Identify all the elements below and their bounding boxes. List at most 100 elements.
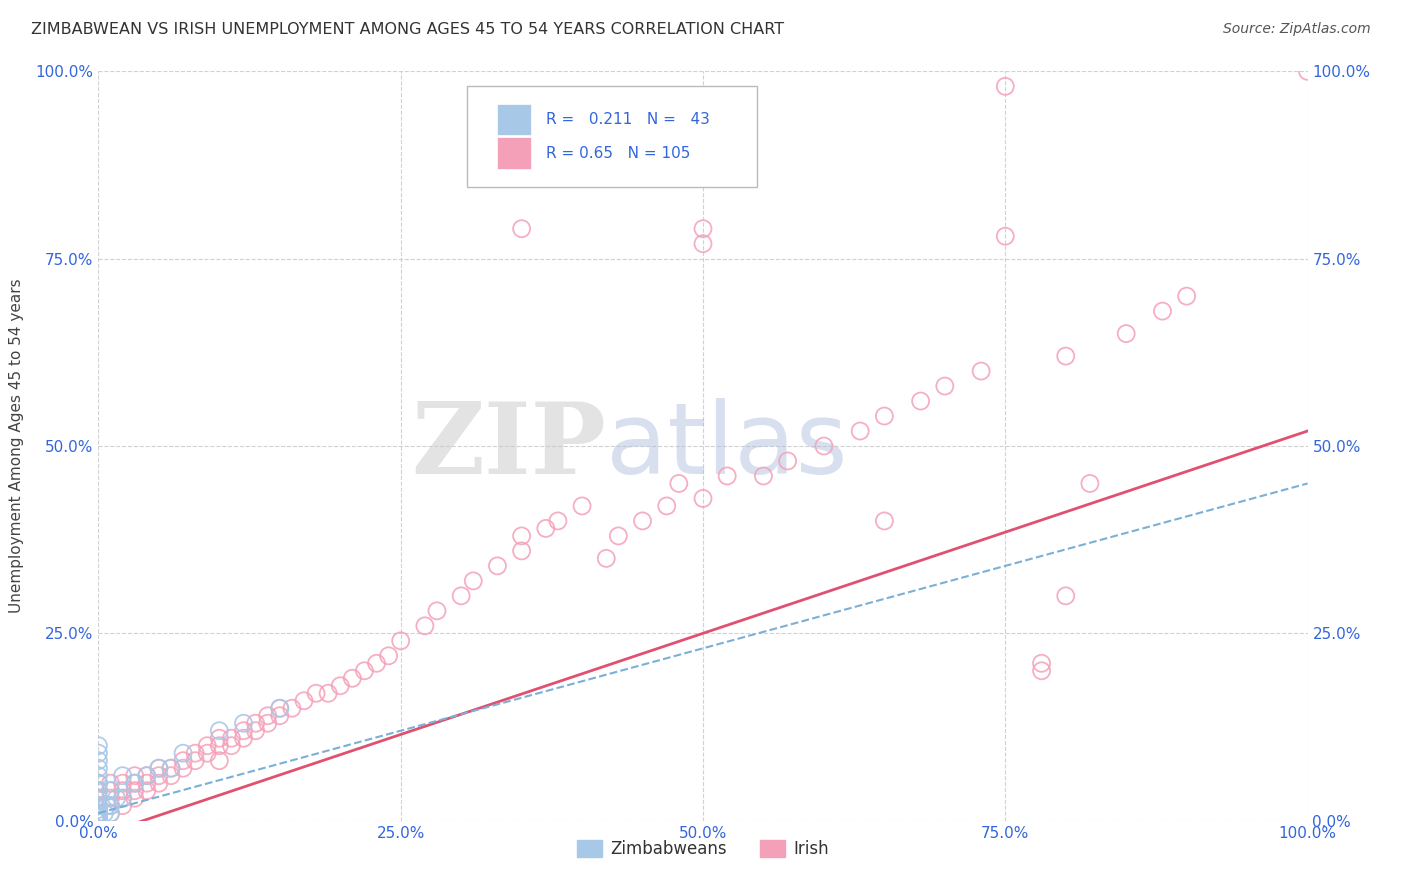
Point — [245, 716, 267, 731]
Point — [389, 633, 412, 648]
Point — [111, 769, 134, 783]
Point — [87, 783, 110, 797]
Point — [221, 739, 243, 753]
Point — [849, 424, 872, 438]
Point — [305, 686, 328, 700]
Point — [100, 798, 122, 813]
Point — [135, 769, 157, 783]
Point — [692, 236, 714, 251]
Point — [111, 776, 134, 790]
Point — [111, 791, 134, 805]
Point — [87, 814, 110, 828]
Point — [450, 589, 472, 603]
Point — [245, 723, 267, 738]
Text: ZIMBABWEAN VS IRISH UNEMPLOYMENT AMONG AGES 45 TO 54 YEARS CORRELATION CHART: ZIMBABWEAN VS IRISH UNEMPLOYMENT AMONG A… — [31, 22, 785, 37]
Point — [87, 806, 110, 821]
Y-axis label: Unemployment Among Ages 45 to 54 years: Unemployment Among Ages 45 to 54 years — [10, 278, 24, 614]
Point — [87, 814, 110, 828]
Point — [135, 776, 157, 790]
Point — [87, 814, 110, 828]
Point — [366, 657, 388, 671]
Point — [87, 754, 110, 768]
Point — [292, 694, 315, 708]
Point — [87, 761, 110, 775]
Point — [124, 791, 146, 805]
Point — [172, 761, 194, 775]
Point — [172, 754, 194, 768]
Text: R =   0.211   N =   43: R = 0.211 N = 43 — [546, 112, 710, 127]
Point — [87, 814, 110, 828]
Bar — [498, 103, 531, 135]
Point — [208, 754, 231, 768]
Point — [316, 686, 339, 700]
Point — [510, 544, 533, 558]
Point — [510, 529, 533, 543]
Point — [87, 791, 110, 805]
Point — [124, 769, 146, 783]
Point — [87, 739, 110, 753]
Point — [87, 791, 110, 805]
Point — [87, 814, 110, 828]
Point — [93, 806, 115, 821]
Point — [1175, 289, 1198, 303]
Point — [148, 761, 170, 775]
Point — [426, 604, 449, 618]
Point — [463, 574, 485, 588]
Point — [87, 814, 110, 828]
Point — [124, 776, 146, 790]
Point — [184, 754, 207, 768]
Point — [135, 769, 157, 783]
Point — [87, 783, 110, 797]
Point — [970, 364, 993, 378]
Point — [87, 776, 110, 790]
Point — [87, 814, 110, 828]
Point — [631, 514, 654, 528]
Point — [208, 731, 231, 746]
Point — [100, 783, 122, 797]
Point — [100, 776, 122, 790]
Point — [1152, 304, 1174, 318]
Point — [148, 769, 170, 783]
Text: ZIP: ZIP — [412, 398, 606, 494]
Point — [87, 814, 110, 828]
Point — [87, 806, 110, 821]
Point — [87, 806, 110, 821]
Text: R = 0.65   N = 105: R = 0.65 N = 105 — [546, 145, 690, 161]
Point — [595, 551, 617, 566]
Point — [87, 814, 110, 828]
Point — [1054, 589, 1077, 603]
Point — [208, 739, 231, 753]
Point — [124, 776, 146, 790]
Point — [87, 769, 110, 783]
Point — [232, 723, 254, 738]
Point — [486, 558, 509, 573]
Point — [160, 761, 183, 775]
Point — [100, 806, 122, 821]
Point — [329, 679, 352, 693]
Point — [100, 783, 122, 797]
Point — [87, 810, 110, 824]
Point — [87, 798, 110, 813]
Point — [87, 814, 110, 828]
Point — [269, 701, 291, 715]
Point — [96, 798, 118, 813]
Point — [184, 746, 207, 760]
FancyBboxPatch shape — [467, 87, 758, 187]
Point — [256, 716, 278, 731]
Point — [105, 791, 128, 805]
Text: atlas: atlas — [606, 398, 848, 494]
Point — [353, 664, 375, 678]
Point — [87, 814, 110, 828]
Point — [547, 514, 569, 528]
Point — [148, 776, 170, 790]
Point — [87, 806, 110, 821]
Point — [111, 798, 134, 813]
Point — [232, 716, 254, 731]
Point — [87, 783, 110, 797]
Point — [655, 499, 678, 513]
Point — [571, 499, 593, 513]
Point — [377, 648, 399, 663]
Point — [221, 731, 243, 746]
Point — [195, 739, 218, 753]
Point — [87, 791, 110, 805]
